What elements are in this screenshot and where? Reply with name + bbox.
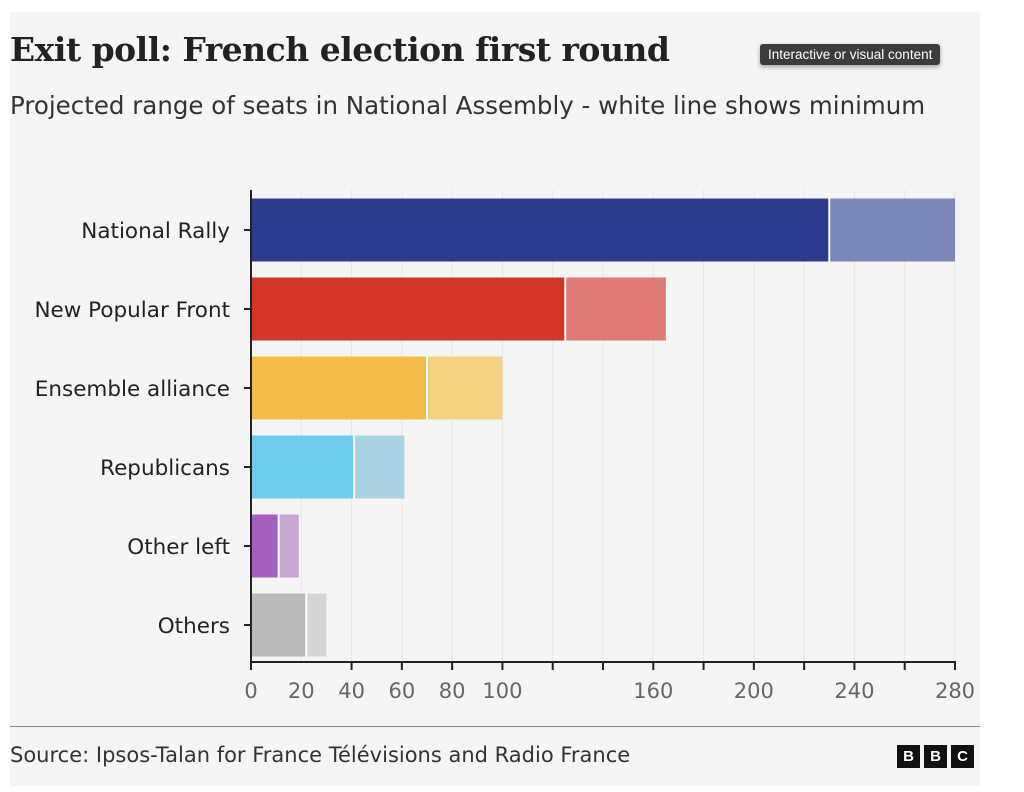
x-tick-label: 160 xyxy=(633,679,673,703)
x-tick-label: 80 xyxy=(439,679,466,703)
logo-letter: B xyxy=(924,745,947,768)
chart-title: Exit poll: French election first round xyxy=(10,30,670,69)
category-label: New Popular Front xyxy=(34,298,230,323)
chart-subtitle: Projected range of seats in National Ass… xyxy=(10,91,926,120)
bar-min-4 xyxy=(251,514,279,578)
category-label: National Rally xyxy=(81,219,230,244)
category-label: Republicans xyxy=(100,456,230,481)
bar-min-1 xyxy=(251,277,566,341)
x-tick-label: 240 xyxy=(834,679,874,703)
category-label: Others xyxy=(158,614,230,639)
x-tick-label: 280 xyxy=(935,679,975,703)
tooltip: Interactive or visual content xyxy=(760,44,941,65)
bar-min-0 xyxy=(251,198,830,262)
x-tick-label: 100 xyxy=(482,679,522,703)
bar-min-3 xyxy=(251,435,355,499)
x-tick-label: 20 xyxy=(288,679,315,703)
source-note: Source: Ipsos-Talan for France Télévisio… xyxy=(10,743,631,767)
x-tick-label: 0 xyxy=(244,679,257,703)
bar-min-5 xyxy=(251,593,307,657)
divider xyxy=(10,726,980,727)
logo-letter: C xyxy=(951,745,974,768)
category-label: Ensemble alliance xyxy=(35,377,230,402)
bbc-logo: B B C xyxy=(897,745,974,768)
category-label: Other left xyxy=(127,535,230,560)
x-tick-label: 40 xyxy=(338,679,365,703)
bar-min-2 xyxy=(251,356,427,420)
x-tick-label: 60 xyxy=(388,679,415,703)
x-tick-label: 200 xyxy=(734,679,774,703)
logo-letter: B xyxy=(897,745,920,768)
